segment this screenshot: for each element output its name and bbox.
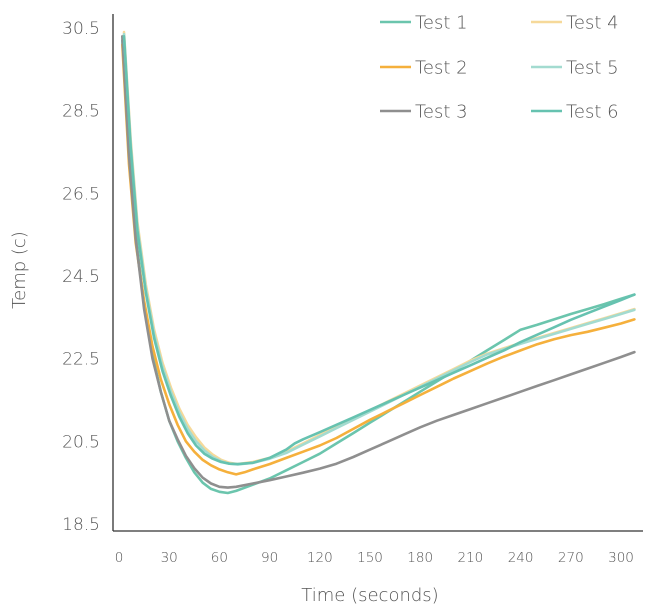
legend-label-test-3: Test 3 <box>415 102 468 123</box>
x-tick-label: 0 <box>115 550 124 566</box>
axes <box>112 14 643 532</box>
x-tick-label: 30 <box>161 550 178 566</box>
y-tick-label: 28.5 <box>62 102 100 122</box>
x-tick-label: 180 <box>407 550 433 566</box>
series-lines <box>121 30 636 495</box>
y-tick-label: 30.5 <box>62 19 100 39</box>
legend: Test 1 Test 2 Test 3 Test 4 Test 5 Test 6 <box>380 13 619 123</box>
x-tick-label: 150 <box>357 550 383 566</box>
y-tick-label: 20.5 <box>62 432 100 452</box>
series-line-test-5 <box>122 32 636 466</box>
x-tick-label: 60 <box>211 550 228 566</box>
x-tick-label: 270 <box>558 550 584 566</box>
series-line-test-2 <box>121 43 636 476</box>
x-tick-labels: 0 30 60 90 120 150 180 210 240 270 300 <box>115 550 634 566</box>
x-axis-label: Time (seconds) <box>301 585 438 606</box>
series-line-test-6 <box>122 35 636 466</box>
x-tick-label: 300 <box>608 550 634 566</box>
series-line-test-4 <box>122 30 636 466</box>
x-tick-label: 210 <box>458 550 484 566</box>
y-tick-label: 18.5 <box>62 515 100 535</box>
y-tick-label: 24.5 <box>62 267 100 287</box>
y-tick-label: 26.5 <box>62 184 100 204</box>
x-tick-label: 90 <box>261 550 278 566</box>
y-tick-label: 22.5 <box>62 350 100 370</box>
y-tick-labels: 18.5 20.5 22.5 24.5 26.5 28.5 30.5 <box>62 19 100 535</box>
x-tick-label: 240 <box>508 550 534 566</box>
x-tick-label: 120 <box>307 550 333 566</box>
y-axis-label: Temp (c) <box>9 231 30 309</box>
legend-label-test-1: Test 1 <box>415 13 468 34</box>
legend-label-test-2: Test 2 <box>415 58 468 79</box>
legend-label-test-5: Test 5 <box>566 58 619 79</box>
series-line-test-1 <box>121 39 636 495</box>
series-line-test-3 <box>121 35 636 489</box>
legend-label-test-4: Test 4 <box>566 13 619 34</box>
legend-label-test-6: Test 6 <box>566 102 619 123</box>
